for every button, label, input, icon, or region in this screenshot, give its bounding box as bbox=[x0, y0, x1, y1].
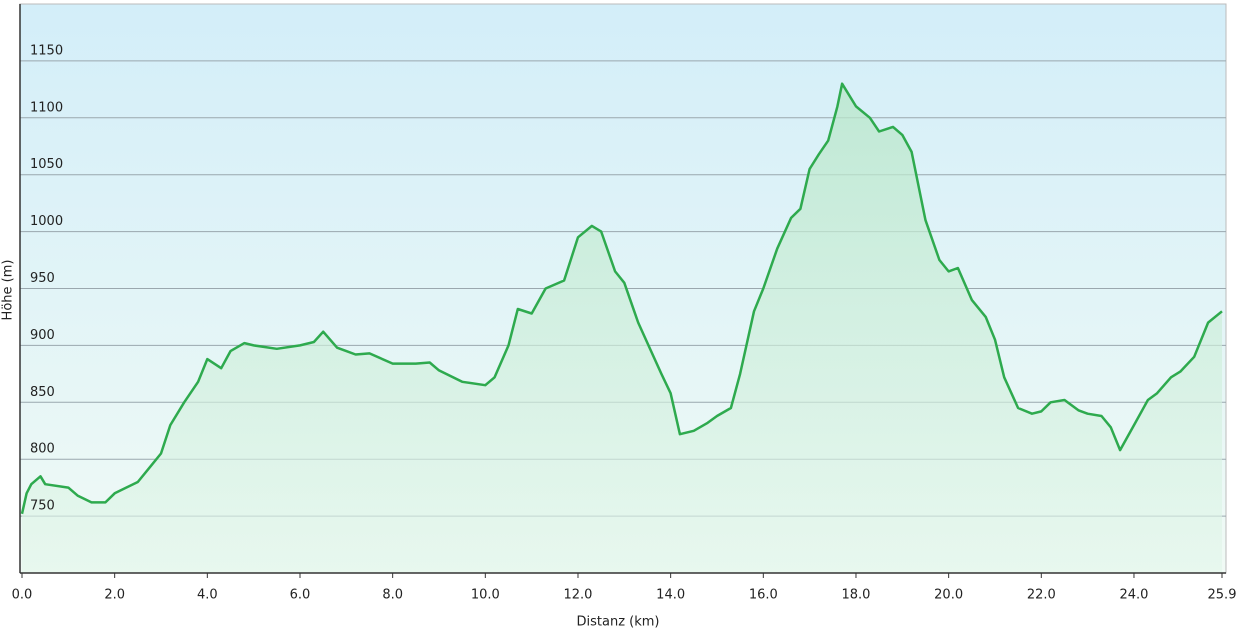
y-tick-label: 1100 bbox=[30, 100, 63, 115]
x-tick-label: 10.0 bbox=[471, 588, 500, 603]
x-tick-label: 14.0 bbox=[656, 588, 685, 603]
y-tick-label: 850 bbox=[30, 385, 55, 400]
x-tick-label: 2.0 bbox=[104, 588, 125, 603]
x-tick-label: 4.0 bbox=[197, 588, 218, 603]
y-tick-label: 1000 bbox=[30, 214, 63, 229]
x-tick-label: 16.0 bbox=[749, 588, 778, 603]
x-tick-label: 20.0 bbox=[934, 588, 963, 603]
y-tick-label: 950 bbox=[30, 271, 55, 286]
x-tick-label: 6.0 bbox=[290, 588, 311, 603]
x-tick-label: 12.0 bbox=[564, 588, 593, 603]
y-tick-label: 1150 bbox=[30, 43, 63, 58]
y-tick-label: 750 bbox=[30, 499, 55, 514]
y-axis-title: Höhe (m) bbox=[1, 260, 16, 321]
x-tick-label: 22.0 bbox=[1027, 588, 1056, 603]
x-tick-label: 0.0 bbox=[12, 588, 33, 603]
x-tick-label: 18.0 bbox=[842, 588, 871, 603]
y-tick-label: 1050 bbox=[30, 157, 63, 172]
y-tick-label: 900 bbox=[30, 328, 55, 343]
x-tick-label: 25.9 bbox=[1208, 588, 1237, 603]
line bbox=[20, 82, 1223, 515]
x-tick-label: 8.0 bbox=[382, 588, 403, 603]
x-tick-label: 24.0 bbox=[1119, 588, 1148, 603]
x-axis-title: Distanz (km) bbox=[577, 615, 660, 630]
y-tick-label: 800 bbox=[30, 442, 55, 457]
